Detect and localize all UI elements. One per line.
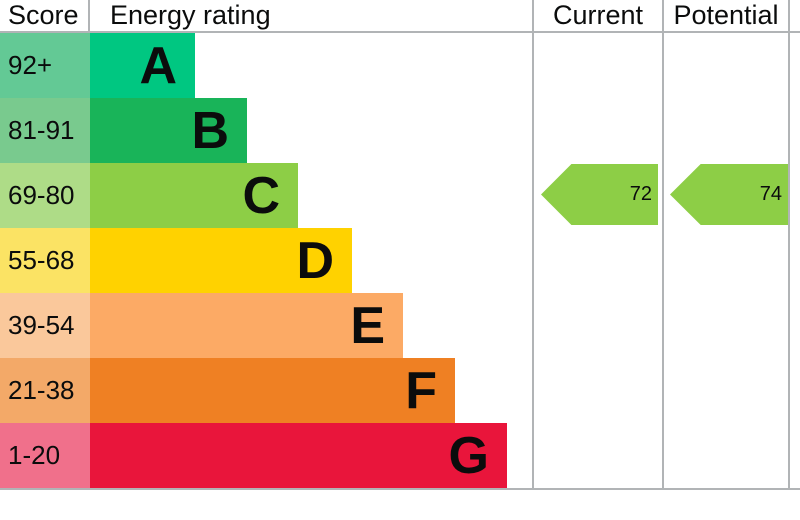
table-bottom-border	[0, 488, 800, 490]
score-label: 55-68	[8, 245, 75, 275]
band-row-e: 39-54 E	[0, 293, 800, 358]
potential-column-divider	[662, 0, 664, 489]
band-row-b: 81-91 B	[0, 98, 800, 163]
band-letter: E	[350, 296, 385, 355]
table-right-border	[788, 0, 790, 489]
band-letter: C	[242, 166, 280, 225]
score-cell: 21-38	[0, 358, 90, 423]
score-label: 81-91	[8, 115, 75, 145]
score-column-divider	[88, 0, 90, 31]
score-cell: 55-68	[0, 228, 90, 293]
band-bar: A	[90, 33, 195, 98]
band-row-f: 21-38 F	[0, 358, 800, 423]
header-divider	[0, 31, 800, 33]
score-cell: 92+	[0, 33, 90, 98]
band-bar: D	[90, 228, 352, 293]
band-letter: B	[191, 101, 229, 160]
score-label: 1-20	[8, 440, 61, 470]
band-letter: G	[448, 426, 489, 485]
score-label: 92+	[8, 50, 53, 80]
band-row-g: 1-20 G	[0, 423, 800, 488]
band-row-a: 92+ A	[0, 33, 800, 98]
score-label: 21-38	[8, 375, 75, 405]
band-bar: F	[90, 358, 455, 423]
header-potential: Potential	[673, 0, 779, 30]
header-energy-rating: Energy rating	[110, 0, 271, 30]
band-bar: E	[90, 293, 403, 358]
score-cell: 81-91	[0, 98, 90, 163]
score-label: 39-54	[8, 310, 75, 340]
band-bar: C	[90, 163, 298, 228]
header-current: Current	[552, 0, 644, 30]
band-row-c: 69-80 C	[0, 163, 800, 228]
current-column-divider	[532, 0, 534, 489]
potential-value: 74	[759, 183, 782, 205]
current-value: 72	[629, 183, 652, 205]
score-label: 69-80	[8, 180, 75, 210]
band-row-d: 55-68 D	[0, 228, 800, 293]
band-bar: B	[90, 98, 247, 163]
band-letter: D	[296, 231, 334, 290]
band-letter: A	[139, 36, 177, 95]
score-cell: 69-80	[0, 163, 90, 228]
band-bar: G	[90, 423, 507, 488]
score-cell: 39-54	[0, 293, 90, 358]
score-cell: 1-20	[0, 423, 90, 488]
header-score: Score	[8, 0, 79, 30]
band-letter: F	[405, 361, 437, 420]
